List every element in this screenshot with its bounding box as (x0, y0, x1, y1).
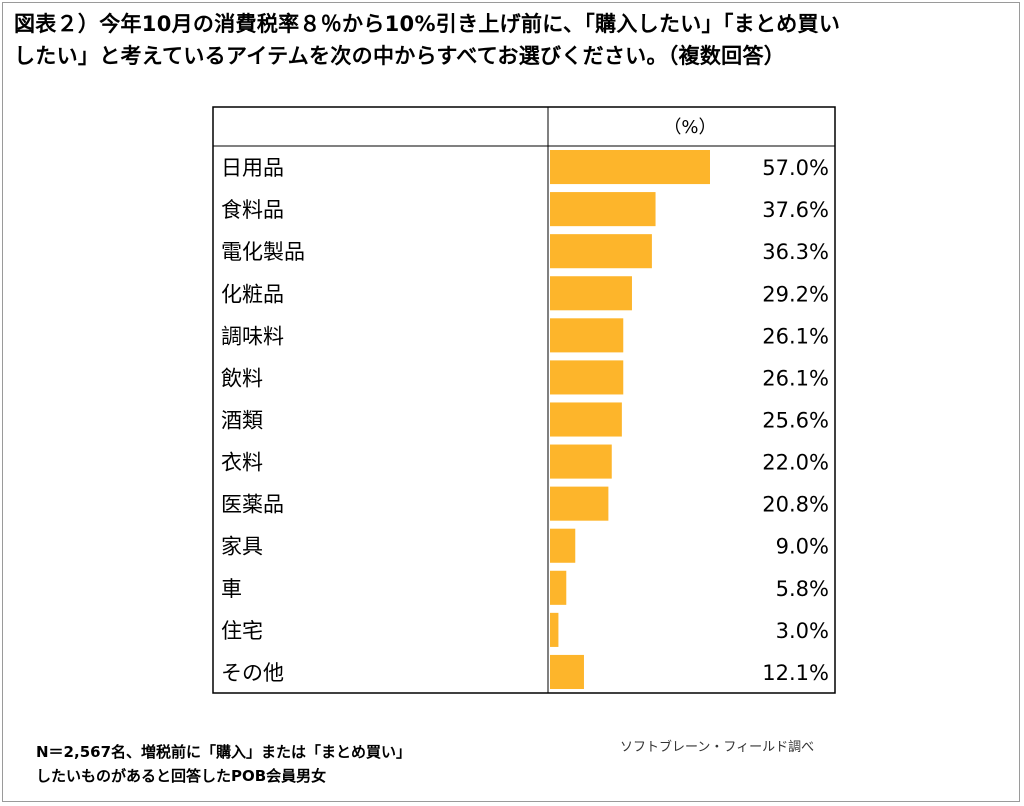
bar (550, 654, 584, 689)
source-note: ソフトブレーン・フィールド調べ (620, 740, 815, 755)
category-label: 衣料 (221, 451, 263, 475)
category-label: 調味料 (221, 324, 284, 348)
value-label: 29.2% (762, 282, 829, 306)
chart-title: 図表２）今年10月の消費税率８％から10%引き上げ前に、「購入したい」「まとめ買… (14, 8, 1014, 72)
bar (550, 318, 624, 353)
table-border (212, 106, 836, 694)
footnote: N＝2,567名、増税前に「購入」または「まとめ買い」 したいものがあると回答し… (36, 740, 411, 788)
bar (550, 150, 710, 185)
bar (550, 570, 567, 605)
value-label: 26.1% (762, 324, 829, 348)
value-label: 22.0% (762, 451, 829, 475)
value-label: 5.8% (776, 577, 829, 601)
category-label: 住宅 (221, 619, 263, 643)
unit-header: （%） (663, 117, 716, 138)
bar (550, 192, 656, 227)
value-label: 25.6% (762, 409, 829, 433)
category-label: 食料品 (221, 198, 284, 222)
category-label: 飲料 (221, 366, 263, 390)
chart-title-line2: したい」と考えているアイテムを次の中からすべてお選びください。（複数回答） (14, 44, 786, 68)
value-label: 12.1% (762, 661, 829, 685)
chart-title-line1: 図表２）今年10月の消費税率８％から10%引き上げ前に、「購入したい」「まとめ買… (14, 12, 841, 36)
value-label: 3.0% (776, 619, 829, 643)
bar (550, 234, 652, 269)
category-label: 電化製品 (221, 240, 305, 264)
category-label: 医薬品 (221, 493, 284, 517)
category-label: 家具 (221, 535, 263, 559)
category-label: 酒類 (221, 409, 263, 433)
footnote-line1: N＝2,567名、増税前に「購入」または「まとめ買い」 (36, 743, 412, 761)
value-label: 20.8% (762, 493, 829, 517)
bar (550, 612, 559, 647)
value-label: 36.3% (762, 240, 829, 264)
value-label: 57.0% (762, 156, 829, 180)
value-label: 9.0% (776, 535, 829, 559)
bar (550, 486, 609, 521)
bar (550, 444, 612, 479)
value-label: 26.1% (762, 366, 829, 390)
category-label: 車 (221, 577, 242, 601)
bar (550, 276, 632, 311)
value-label: 37.6% (762, 198, 829, 222)
bar (550, 402, 622, 437)
bar (550, 360, 624, 395)
category-label: 化粧品 (221, 282, 284, 306)
category-label: その他 (221, 661, 284, 685)
category-label: 日用品 (221, 156, 284, 180)
bar (550, 528, 576, 563)
footnote-line2: したいものがあると回答したPOB会員男女 (36, 767, 327, 785)
